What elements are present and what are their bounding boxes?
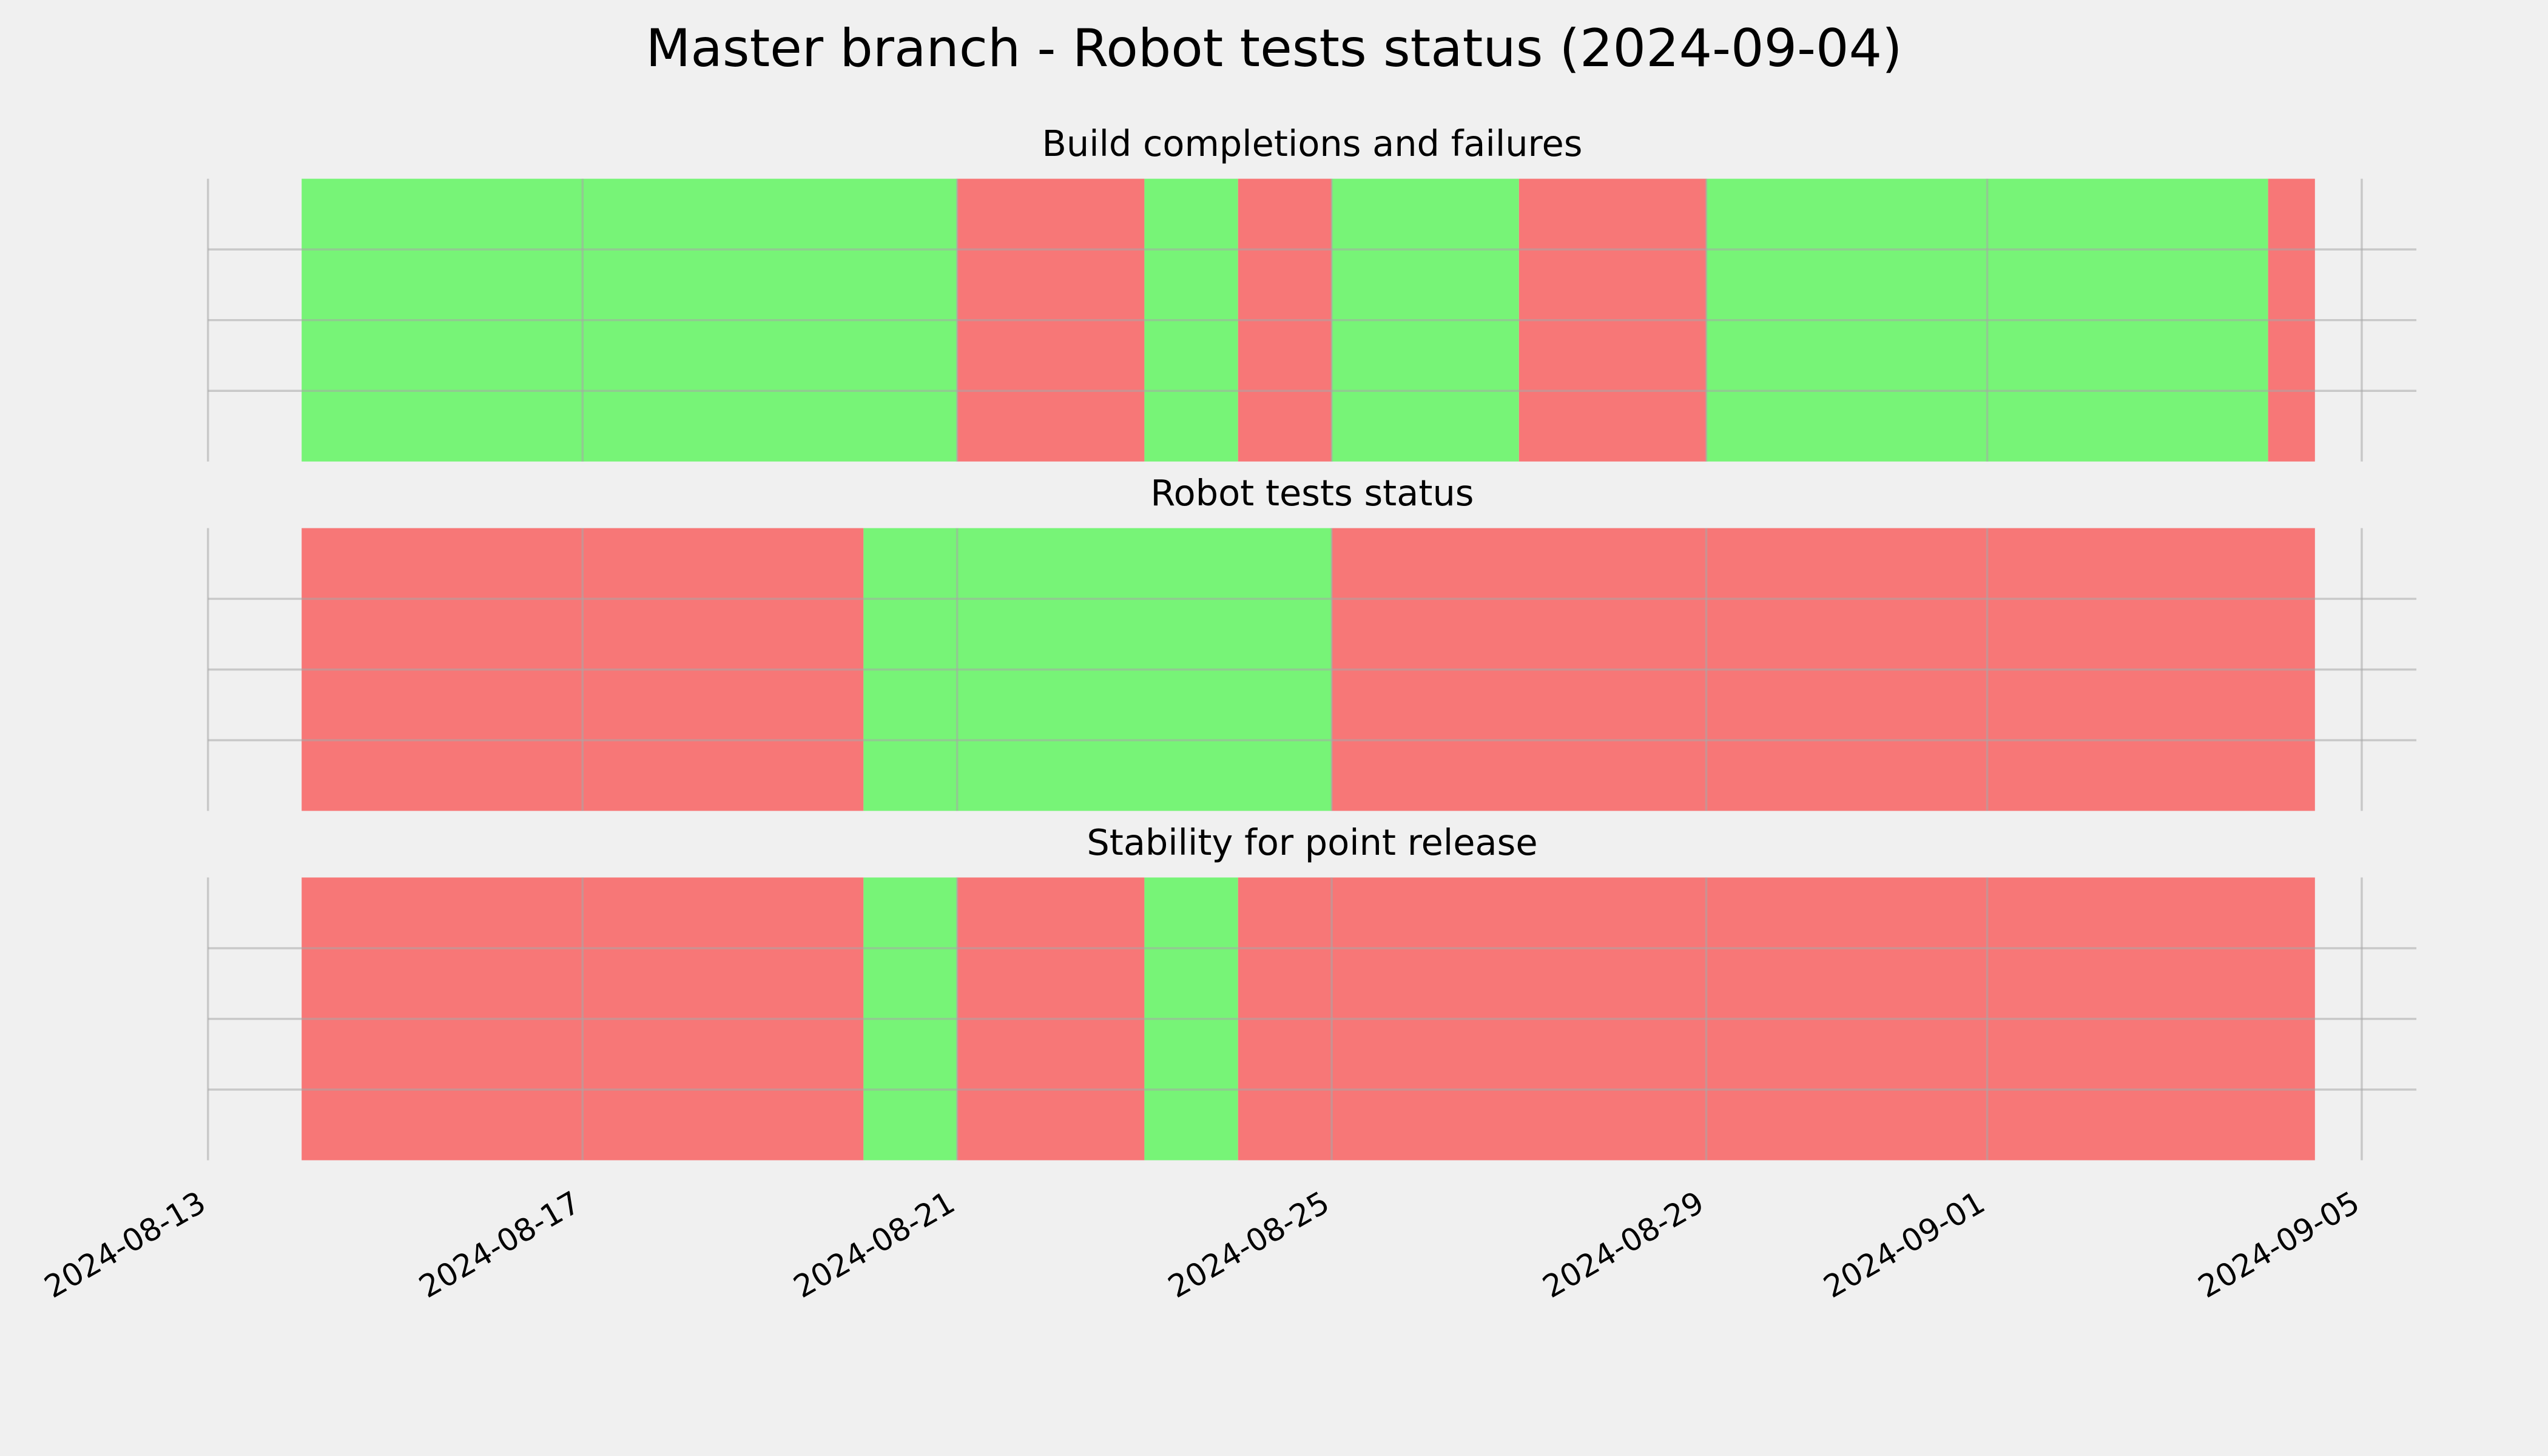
- subplot-title: Build completions and failures: [1042, 123, 1582, 164]
- subplot-title: Robot tests status: [1150, 472, 1474, 514]
- chart-title: Master branch - Robot tests status (2024…: [645, 18, 1902, 79]
- subplot-title: Stability for point release: [1087, 821, 1537, 863]
